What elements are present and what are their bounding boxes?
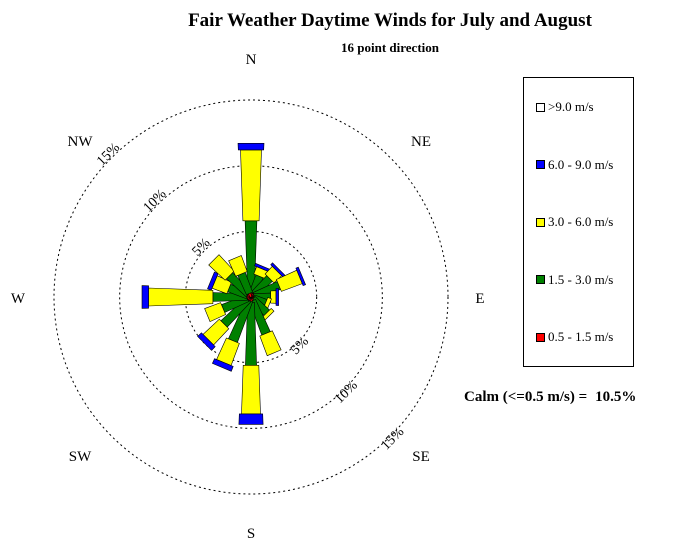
chart-subtitle: 16 point direction: [341, 40, 439, 55]
ring-label-5-nw: 5%: [190, 235, 214, 259]
legend-swatch: [536, 160, 545, 169]
petal-nw-bin-2: [208, 254, 235, 281]
legend-item-4: 0.5 - 1.5 m/s: [536, 329, 613, 345]
legend-item-1: 6.0 - 9.0 m/s: [536, 157, 613, 173]
chart-title: Fair Weather Daytime Winds for July and …: [188, 10, 592, 31]
legend-label: 1.5 - 3.0 m/s: [548, 271, 614, 287]
compass-label-s: S: [247, 526, 255, 542]
legend-item-0: >9.0 m/s: [536, 99, 594, 115]
petal-sw-bin-3: [197, 332, 216, 351]
legend-swatch: [536, 217, 545, 227]
ring-15: [53, 99, 449, 495]
petal-s-bin-3: [238, 413, 264, 425]
petal-ssw-bin-3: [212, 358, 234, 372]
legend-item-2: 3.0 - 6.0 m/s: [536, 214, 613, 230]
legend-label: >9.0 m/s: [548, 99, 594, 114]
petal-n-bin-3: [237, 143, 265, 151]
petal-wsw-bin-2: [204, 302, 226, 323]
ring-label-15-nw: 15%: [94, 140, 123, 169]
ring-label-15-se: 15%: [379, 424, 408, 453]
legend-item-3: 1.5 - 3.0 m/s: [536, 272, 613, 288]
petal-sse-bin-2: [259, 330, 282, 357]
calm-value: 10.5%: [595, 389, 637, 405]
compass-label-sw: SW: [69, 449, 92, 465]
compass-label-w: W: [11, 291, 26, 307]
petal-ene-bin-3: [295, 266, 306, 286]
petal-n-bin-2: [240, 149, 262, 222]
legend-swatch: [536, 102, 545, 112]
legend-label: 0.5 - 1.5 m/s: [548, 329, 614, 344]
compass-label-n: N: [246, 52, 257, 68]
legend-swatch: [536, 275, 545, 284]
ring-label-10-nw: 10%: [141, 186, 170, 215]
petal-e-bin-2: [270, 290, 277, 304]
calm-readout: Calm (<=0.5 m/s) = 10.5%: [464, 389, 636, 406]
petal-s-bin-2: [241, 364, 261, 415]
legend-swatch: [536, 332, 545, 342]
petal-w-bin-2: [148, 287, 214, 307]
ring-label-5-se: 5%: [288, 334, 312, 358]
compass-label-e: E: [475, 291, 484, 307]
petal-wnw-bin-3: [207, 271, 219, 291]
ring-10: [119, 165, 383, 429]
compass-label-group: N NE E SE S SW W NW: [11, 52, 485, 542]
petal-e-bin-3: [275, 288, 279, 306]
ring-label-10-se: 10%: [332, 378, 361, 407]
petal-nnw-bin-2: [228, 255, 248, 277]
petal-group: [141, 143, 306, 425]
compass-label-se: SE: [412, 449, 430, 465]
calm-label: Calm (<=0.5 m/s) =: [464, 389, 588, 405]
compass-label-ne: NE: [411, 134, 431, 150]
compass-label-nw: NW: [68, 134, 94, 150]
legend-label: 3.0 - 6.0 m/s: [548, 214, 614, 229]
legend-label: 6.0 - 9.0 m/s: [548, 156, 614, 172]
petal-w-bin-3: [141, 285, 149, 309]
legend: >9.0 m/s 6.0 - 9.0 m/s 3.0 - 6.0 m/s 1.5 - …: [523, 77, 634, 367]
